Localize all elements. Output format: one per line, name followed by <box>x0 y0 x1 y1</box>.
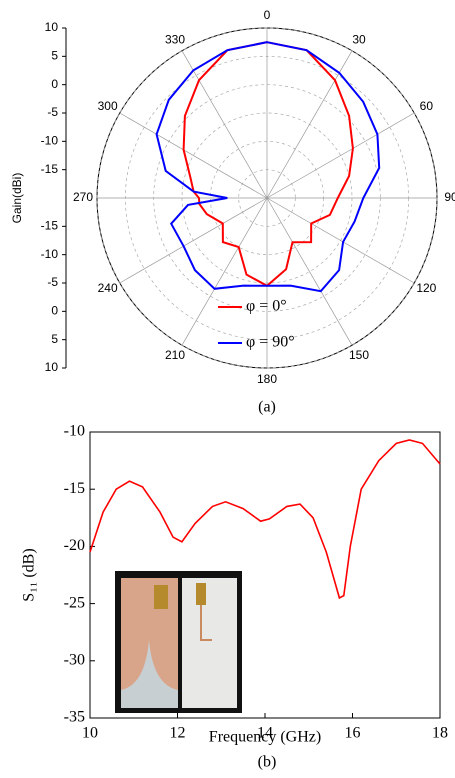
angle-label: 150 <box>349 348 369 362</box>
x-tick-label: 14 <box>257 725 273 742</box>
grid-spoke <box>266 197 353 346</box>
y-tick-label: -35 <box>64 709 85 726</box>
grid-spoke <box>266 197 415 284</box>
angle-label: 300 <box>98 99 118 113</box>
angle-label: 240 <box>98 281 118 295</box>
legend-label: φ = 0° <box>246 298 287 315</box>
caption: (a) <box>258 399 276 416</box>
r-tick-label: -15 <box>41 162 59 176</box>
angle-label: 270 <box>73 190 93 204</box>
r-tick-label: -15 <box>41 219 59 233</box>
angle-label: 30 <box>352 33 366 47</box>
x-tick-label: 10 <box>82 725 98 742</box>
angle-label: 120 <box>416 281 436 295</box>
angle-label: 210 <box>165 348 185 362</box>
r-tick-label: 10 <box>45 20 59 34</box>
grid-spoke <box>266 50 353 199</box>
grid-spoke <box>181 197 268 346</box>
y-tick-label: -30 <box>64 651 85 668</box>
y-axis-label: S₁₁ (dB) <box>21 548 38 601</box>
x-tick-label: 18 <box>432 725 448 742</box>
grid-spoke <box>119 197 268 284</box>
caption: (b) <box>258 754 277 771</box>
y-tick-label: -20 <box>64 537 85 554</box>
grid-spoke <box>119 112 268 199</box>
polar-curve <box>182 41 354 288</box>
grid-spoke <box>181 50 268 199</box>
line <box>89 439 441 600</box>
inset-photo <box>115 571 242 713</box>
r-tick-label: -5 <box>47 275 58 289</box>
x-tick-label: 16 <box>345 725 361 742</box>
legend-label: φ = 90° <box>246 334 295 351</box>
x-tick-label: 12 <box>170 725 186 742</box>
r-tick-label: 0 <box>51 77 58 91</box>
angle-label: 90 <box>444 190 455 204</box>
r-tick-label: 0 <box>51 304 58 318</box>
r-axis-label: Gain(dBi) <box>10 173 24 224</box>
angle-label: 60 <box>420 99 434 113</box>
r-tick-label: -10 <box>41 247 59 261</box>
angle-label: 180 <box>257 372 277 386</box>
polar-curve <box>155 41 381 293</box>
x-axis-label: Frequency (GHz) <box>209 729 321 746</box>
y-tick-label: -10 <box>64 423 85 440</box>
r-tick-label: 5 <box>51 49 58 63</box>
y-tick-label: -25 <box>64 594 85 611</box>
y-tick-label: -15 <box>64 480 85 497</box>
r-tick-label: -5 <box>47 105 58 119</box>
r-tick-label: 5 <box>51 332 58 346</box>
r-tick-label: 10 <box>45 360 59 374</box>
angle-label: 0 <box>264 8 271 22</box>
r-tick-label: -10 <box>41 134 59 148</box>
grid-spoke <box>266 112 415 199</box>
angle-label: 330 <box>165 33 185 47</box>
